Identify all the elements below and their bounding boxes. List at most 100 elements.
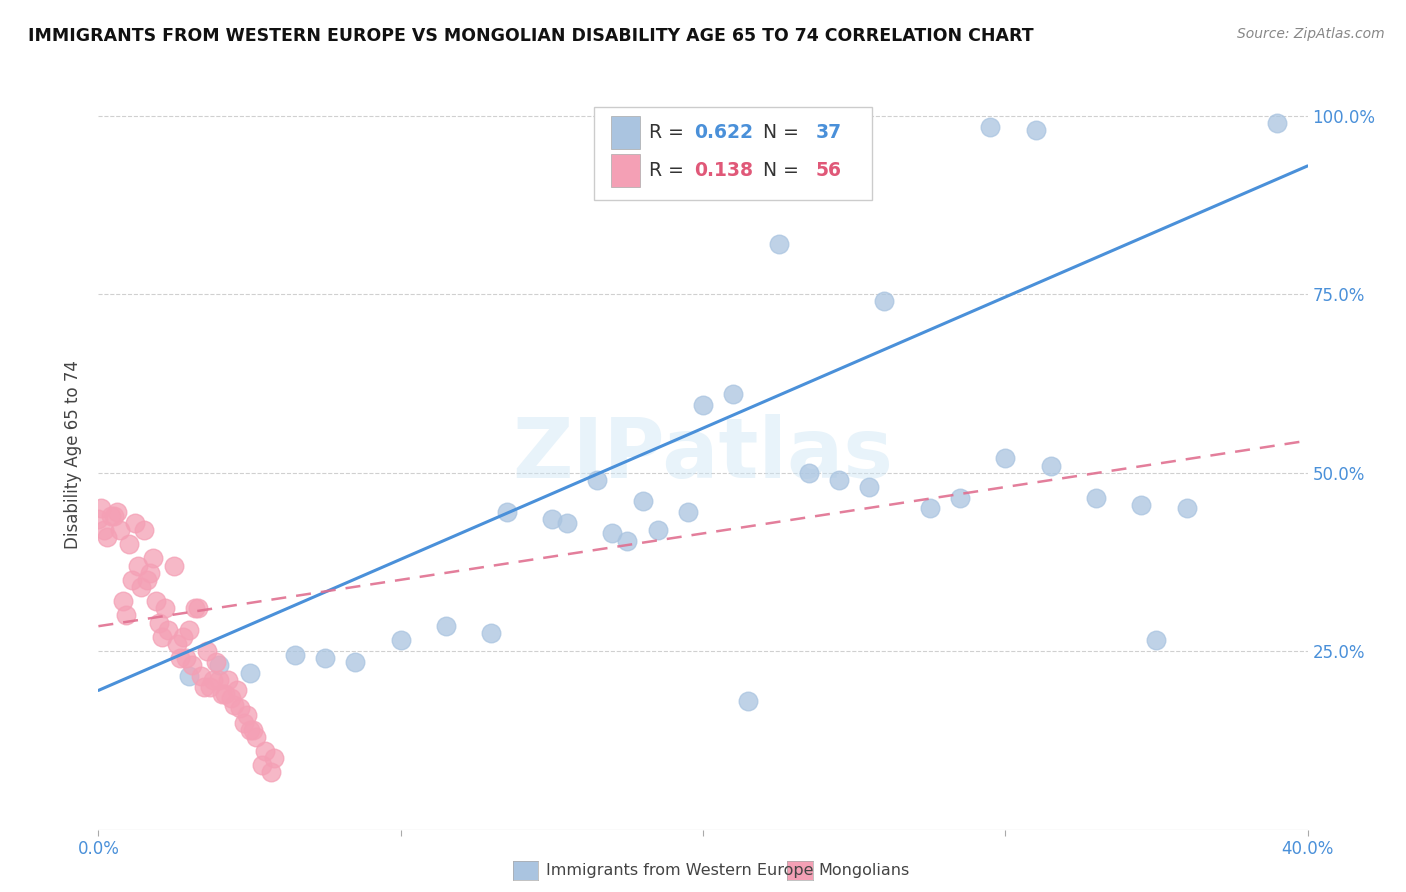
Text: Mongolians: Mongolians [818,863,910,878]
Point [994,451,1017,466]
Point [124,516,146,530]
Point [172,630,194,644]
Point [768,237,790,252]
FancyBboxPatch shape [612,116,640,149]
Point [239,665,262,680]
Point [692,398,714,412]
Point [217,673,239,687]
Point [93,523,115,537]
Point [105,505,128,519]
Text: 37: 37 [815,123,842,142]
Point [214,687,236,701]
Point [174,651,197,665]
Point [235,708,257,723]
Point [150,630,173,644]
Point [1175,501,1198,516]
Point [949,491,972,505]
Point [90,501,112,516]
Point [111,594,134,608]
Point [1085,491,1108,505]
Point [1039,458,1062,473]
Point [100,508,122,523]
Point [631,494,654,508]
Point [1024,123,1046,137]
Point [495,505,517,519]
Point [169,651,191,665]
Point [260,765,283,780]
Point [647,523,669,537]
Point [208,673,231,687]
Point [121,573,143,587]
Text: N =: N = [751,123,806,142]
Point [245,730,267,744]
Text: N =: N = [751,161,806,179]
Point [676,505,699,519]
Point [389,633,412,648]
Point [184,601,207,615]
Text: 0.622: 0.622 [695,123,754,142]
Point [253,744,276,758]
Point [132,523,155,537]
Point [139,566,162,580]
Point [211,687,233,701]
Point [1130,498,1153,512]
Point [797,466,820,480]
Point [181,658,204,673]
Point [481,626,503,640]
Point [208,658,231,673]
Point [187,601,209,615]
Point [156,623,179,637]
Point [239,723,262,737]
Point [616,533,638,548]
Point [586,473,609,487]
Point [103,508,125,523]
Point [979,120,1001,134]
Point [202,673,225,687]
Point [118,537,141,551]
Point [195,644,218,658]
Text: IMMIGRANTS FROM WESTERN EUROPE VS MONGOLIAN DISABILITY AGE 65 TO 74 CORRELATION : IMMIGRANTS FROM WESTERN EUROPE VS MONGOL… [28,27,1033,45]
Point [232,715,254,730]
Text: R =: R = [648,161,689,179]
Point [190,669,212,683]
Point [153,601,176,615]
Point [284,648,307,662]
Point [179,623,201,637]
Point [200,680,222,694]
Point [1267,116,1289,130]
Point [145,594,167,608]
Point [87,512,110,526]
Point [344,655,367,669]
Point [108,523,131,537]
Point [828,473,851,487]
Point [221,690,243,705]
Point [314,651,336,665]
Point [250,758,273,772]
Text: 56: 56 [815,161,841,179]
Point [129,580,152,594]
FancyBboxPatch shape [612,153,640,186]
Point [166,637,188,651]
FancyBboxPatch shape [595,106,872,200]
Point [96,530,118,544]
Point [148,615,170,630]
Point [127,558,149,573]
Point [737,694,759,708]
Point [226,683,249,698]
Point [163,558,186,573]
Point [242,723,264,737]
Point [179,669,201,683]
Text: Immigrants from Western Europe: Immigrants from Western Europe [546,863,813,878]
Point [918,501,941,516]
Point [193,680,215,694]
Point [434,619,457,633]
Point [723,387,745,401]
Point [555,516,578,530]
Text: ZIPatlas: ZIPatlas [513,415,893,495]
Y-axis label: Disability Age 65 to 74: Disability Age 65 to 74 [65,360,83,549]
Point [858,480,880,494]
Point [142,551,165,566]
Text: R =: R = [648,123,689,142]
Point [1144,633,1167,648]
Text: Source: ZipAtlas.com: Source: ZipAtlas.com [1237,27,1385,41]
